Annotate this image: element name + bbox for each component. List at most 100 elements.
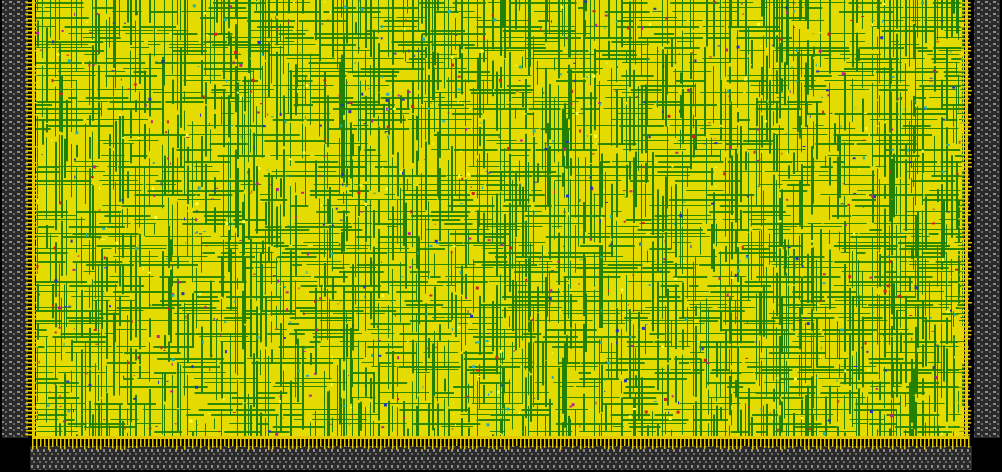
metal-v: [122, 209, 123, 228]
metal-h: [787, 184, 811, 186]
metal-h: [188, 431, 222, 432]
io-spike: [808, 436, 810, 450]
via: [157, 33, 159, 35]
metal-v: [575, 224, 576, 273]
metal-v: [519, 160, 520, 182]
metal-h: [534, 382, 545, 383]
metal-v: [763, 0, 765, 27]
via: [493, 18, 497, 22]
metal-h: [552, 346, 586, 348]
metal-h: [538, 20, 550, 22]
metal-v: [884, 208, 886, 296]
metal-h: [935, 261, 964, 263]
metal-v: [761, 229, 762, 288]
via: [822, 110, 825, 114]
via: [701, 347, 704, 351]
via: [364, 202, 367, 206]
metal-h: [838, 11, 894, 13]
metal-h: [99, 180, 138, 181]
metal-v: [720, 407, 722, 420]
metal-h: [760, 256, 825, 258]
metal-v: [811, 146, 813, 215]
metal-h: [195, 236, 211, 237]
metal-h: [372, 17, 395, 18]
metal-h: [834, 261, 891, 263]
via: [882, 19, 884, 23]
via: [401, 98, 405, 101]
metal-v: [820, 0, 821, 68]
io-spike: [958, 70, 969, 72]
via: [453, 412, 455, 415]
metal-v: [594, 48, 596, 131]
metal-v: [956, 161, 958, 230]
metal-v: [725, 0, 726, 77]
metal-h: [396, 291, 416, 293]
io-spike: [26, 350, 35, 352]
metal-v: [671, 38, 673, 67]
metal-h: [623, 392, 668, 394]
metal-v: [355, 205, 356, 278]
via: [506, 147, 510, 151]
metal-v: [558, 288, 559, 324]
via: [694, 59, 697, 63]
metal-h: [502, 205, 532, 207]
io-spike: [180, 436, 182, 447]
metal-h: [728, 26, 780, 28]
io-spike: [26, 390, 37, 392]
io-spike: [959, 122, 970, 124]
metal-h: [48, 125, 115, 127]
metal-h: [36, 336, 49, 337]
io-spike: [959, 178, 970, 180]
via: [952, 86, 956, 89]
metal-v: [856, 32, 858, 72]
metal-h: [905, 171, 948, 172]
io-spike: [26, 398, 35, 400]
metal-v: [177, 256, 179, 269]
io-spike: [26, 198, 38, 200]
metal-v: [130, 235, 132, 291]
metal-h: [142, 409, 191, 410]
metal-h: [542, 336, 578, 338]
metal-v: [492, 60, 494, 97]
metal-h: [807, 397, 866, 398]
via: [233, 51, 237, 55]
metal-v: [434, 253, 435, 278]
via: [459, 150, 463, 152]
io-spike: [26, 46, 36, 48]
metal-v: [793, 412, 795, 436]
via: [635, 96, 638, 98]
io-spike: [444, 436, 446, 448]
metal-h: [135, 423, 162, 424]
metal-h: [899, 261, 930, 262]
via: [891, 335, 893, 337]
metal-v: [144, 403, 145, 436]
metal-h: [75, 211, 122, 213]
metal-h: [875, 166, 887, 167]
metal-v: [504, 59, 505, 110]
metal-v: [262, 240, 264, 255]
via: [86, 423, 89, 427]
metal-v: [392, 69, 394, 155]
metal-h: [501, 37, 525, 38]
via: [801, 415, 803, 417]
via: [84, 373, 88, 375]
via: [876, 125, 880, 127]
via: [871, 23, 873, 27]
metal-v: [164, 155, 166, 195]
metal-v: [662, 49, 664, 121]
via: [746, 320, 748, 324]
metal-v: [711, 397, 712, 436]
metal-h: [807, 223, 823, 224]
io-spike: [958, 322, 969, 324]
metal-v: [365, 367, 367, 397]
metal-v: [922, 400, 924, 436]
metal-v: [230, 180, 231, 241]
io-spike: [26, 430, 37, 432]
via: [563, 211, 566, 213]
metal-v: [339, 358, 341, 425]
metal-h: [310, 190, 340, 192]
metal-v: [645, 162, 647, 184]
via: [485, 170, 487, 172]
metal-v: [731, 312, 732, 366]
metal-h: [36, 414, 67, 416]
